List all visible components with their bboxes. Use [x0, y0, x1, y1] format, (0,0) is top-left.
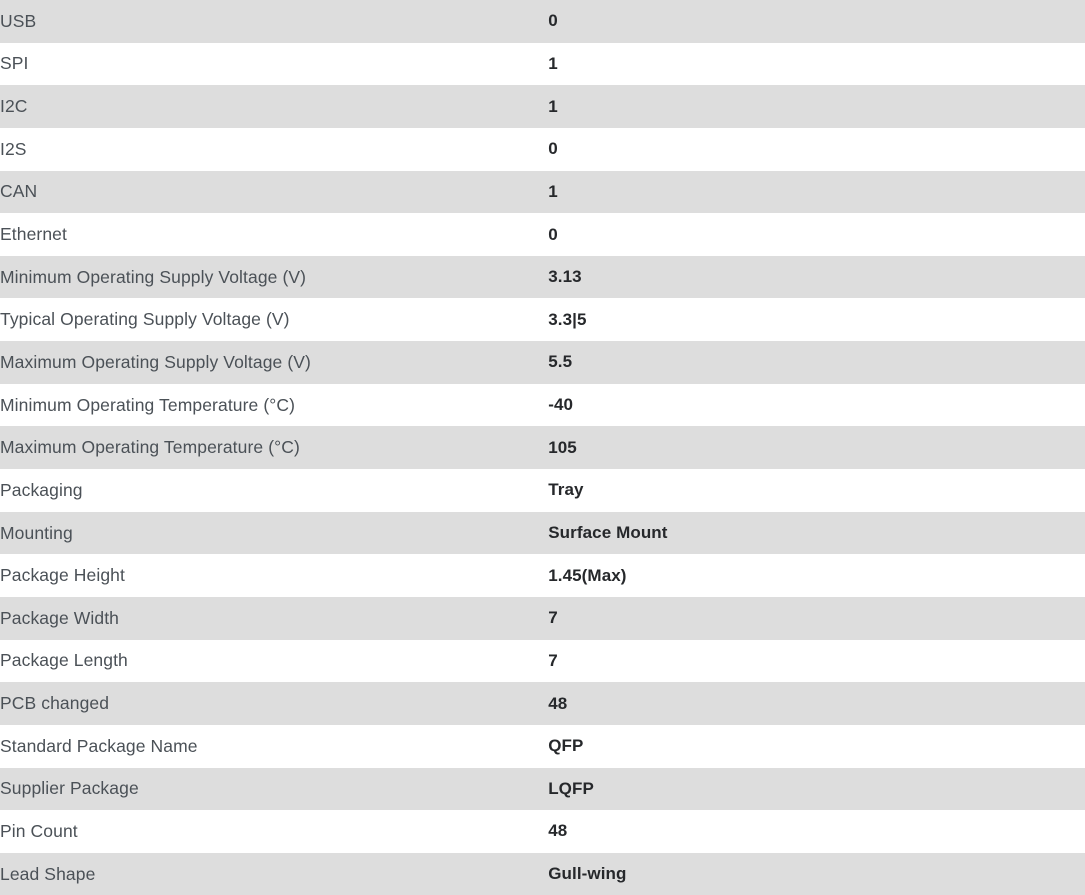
spec-label: Ethernet	[0, 224, 67, 245]
spec-label: Lead Shape	[0, 863, 96, 884]
spec-label: Maximum Operating Temperature (°C)	[0, 437, 300, 458]
spec-row: Supplier Package LQFP	[0, 767, 1085, 811]
spec-label: Standard Package Name	[0, 735, 198, 756]
spec-value: QFP	[548, 736, 584, 756]
spec-label: I2C	[0, 96, 28, 117]
spec-row: USB 0	[0, 0, 1085, 43]
spec-value: 7	[548, 608, 558, 628]
spec-row: PCB changed 48	[0, 682, 1085, 725]
spec-row: Standard Package Name QFP	[0, 724, 1085, 768]
spec-value: Gull-wing	[548, 864, 627, 884]
spec-value: 0	[548, 11, 558, 31]
spec-value: 7	[548, 650, 558, 670]
spec-value: 5.5	[548, 352, 573, 372]
spec-value: 48	[548, 821, 568, 841]
spec-value: Surface Mount	[548, 523, 668, 542]
spec-value: 3.13	[548, 267, 582, 287]
spec-row: Mounting Surface Mount	[0, 511, 1085, 555]
spec-row: Maximum Operating Supply Voltage (V) 5.5	[0, 341, 1085, 384]
spec-value: -40	[548, 395, 574, 415]
spec-row: Package Width 7	[0, 596, 1085, 640]
spec-value: 1	[548, 96, 558, 116]
spec-row: I2C 1	[0, 85, 1085, 128]
spec-label: Packaging	[0, 479, 83, 500]
spec-label: USB	[0, 10, 37, 31]
spec-label: Minimum Operating Supply Voltage (V)	[0, 266, 307, 287]
spec-row: Pin Count 48	[0, 810, 1085, 853]
spec-label: Supplier Package	[0, 778, 139, 799]
spec-label: CAN	[0, 181, 38, 202]
spec-value: 3.3|5	[548, 309, 587, 329]
spec-label: SPI	[0, 53, 29, 74]
spec-label: I2S	[0, 138, 27, 159]
spec-row: Minimum Operating Temperature (°C) -40	[0, 383, 1085, 427]
spec-row: Ethernet 0	[0, 213, 1085, 256]
spec-row: Maximum Operating Temperature (°C) 105	[0, 426, 1085, 470]
spec-row: Minimum Operating Supply Voltage (V) 3.13	[0, 255, 1085, 299]
spec-row: Typical Operating Supply Voltage (V) 3.3|…	[0, 298, 1085, 342]
spec-label: Typical Operating Supply Voltage (V)	[0, 309, 290, 330]
spec-row: CAN 1	[0, 170, 1085, 214]
spec-label: Pin Count	[0, 820, 78, 841]
spec-value: 0	[548, 224, 558, 244]
spec-value: 105	[548, 437, 577, 457]
spec-row: Package Height 1.45(Max)	[0, 554, 1085, 597]
spec-label: Minimum Operating Temperature (°C)	[0, 394, 296, 415]
spec-value: Tray	[548, 480, 584, 500]
spec-row: Lead Shape Gull-wing	[0, 852, 1085, 895]
spec-label: Package Length	[0, 650, 128, 671]
spec-label: Mounting	[0, 522, 73, 543]
spec-value: 1	[548, 53, 558, 73]
spec-label: PCB changed	[0, 693, 110, 714]
spec-value: 0	[548, 139, 558, 159]
spec-label: Package Width	[0, 607, 119, 628]
spec-row: SPI 1	[0, 42, 1085, 86]
spec-label: Maximum Operating Supply Voltage (V)	[0, 351, 311, 372]
spec-row: Package Length 7	[0, 639, 1085, 683]
spec-value: LQFP	[548, 778, 594, 798]
spec-value: 1	[548, 181, 558, 201]
spec-value: 1.45(Max)	[548, 565, 627, 585]
spec-row: I2S 0	[0, 127, 1085, 171]
spec-label: Package Height	[0, 565, 125, 586]
spec-row: Packaging Tray	[0, 469, 1085, 512]
spec-value: 48	[548, 693, 568, 713]
